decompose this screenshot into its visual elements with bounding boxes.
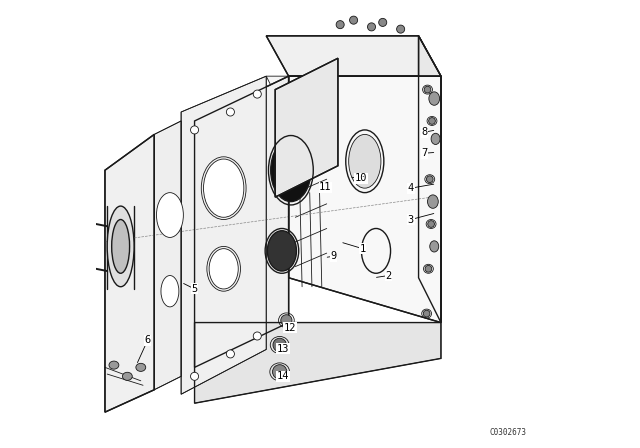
Ellipse shape	[431, 134, 440, 145]
Polygon shape	[266, 76, 441, 121]
Ellipse shape	[423, 310, 430, 317]
Ellipse shape	[281, 314, 292, 326]
Text: 11: 11	[319, 182, 332, 192]
Ellipse shape	[273, 338, 287, 352]
Text: 5: 5	[191, 284, 198, 294]
Polygon shape	[154, 121, 181, 390]
Text: 6: 6	[145, 336, 150, 345]
Text: 3: 3	[408, 215, 414, 224]
Ellipse shape	[349, 134, 381, 188]
Ellipse shape	[209, 249, 238, 289]
Ellipse shape	[122, 372, 132, 380]
Ellipse shape	[397, 25, 404, 33]
Text: 12: 12	[284, 323, 296, 333]
Ellipse shape	[268, 231, 296, 271]
Ellipse shape	[271, 139, 311, 202]
Polygon shape	[195, 76, 289, 367]
Polygon shape	[266, 36, 441, 76]
Text: 9: 9	[330, 251, 337, 261]
Ellipse shape	[367, 23, 376, 31]
Text: 1: 1	[360, 244, 365, 254]
Ellipse shape	[157, 193, 184, 237]
Polygon shape	[195, 323, 441, 403]
Ellipse shape	[136, 363, 146, 371]
Ellipse shape	[109, 361, 119, 369]
Ellipse shape	[349, 16, 358, 24]
Polygon shape	[105, 134, 154, 412]
Ellipse shape	[191, 372, 198, 380]
Text: 10: 10	[355, 173, 367, 183]
Ellipse shape	[161, 276, 179, 307]
Ellipse shape	[430, 241, 439, 252]
Polygon shape	[289, 76, 441, 323]
Ellipse shape	[426, 176, 433, 183]
Ellipse shape	[253, 332, 261, 340]
Ellipse shape	[424, 86, 431, 93]
Text: 4: 4	[408, 183, 414, 193]
Ellipse shape	[428, 221, 435, 228]
Polygon shape	[275, 58, 338, 197]
Ellipse shape	[204, 159, 244, 217]
Ellipse shape	[108, 206, 134, 287]
Ellipse shape	[425, 265, 432, 272]
Text: 2: 2	[385, 271, 392, 280]
Ellipse shape	[336, 21, 344, 29]
Ellipse shape	[273, 365, 287, 379]
Ellipse shape	[227, 350, 234, 358]
Text: 8: 8	[421, 127, 428, 137]
Ellipse shape	[429, 118, 435, 125]
Text: 13: 13	[277, 344, 289, 353]
Text: 7: 7	[421, 148, 428, 158]
Ellipse shape	[379, 18, 387, 26]
Text: 14: 14	[277, 371, 289, 381]
Ellipse shape	[428, 195, 438, 208]
Polygon shape	[419, 36, 441, 323]
Ellipse shape	[253, 90, 261, 98]
Ellipse shape	[112, 220, 130, 273]
Polygon shape	[181, 76, 266, 394]
Ellipse shape	[191, 126, 198, 134]
Ellipse shape	[429, 92, 440, 105]
Text: C0302673: C0302673	[490, 428, 527, 437]
Ellipse shape	[227, 108, 234, 116]
